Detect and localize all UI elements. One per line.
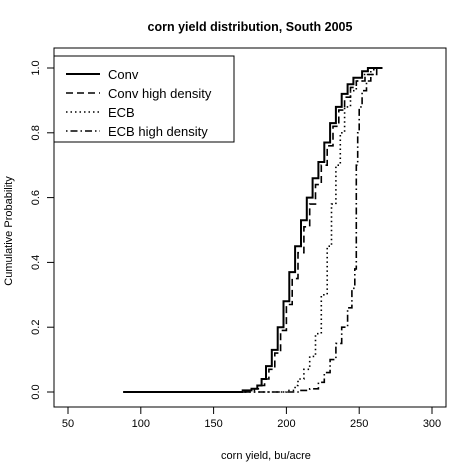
x-tick-label: 250 [350, 418, 368, 430]
legend-label: ECB high density [108, 124, 208, 139]
y-tick-label: 0.0 [30, 384, 42, 399]
legend-label: Conv [108, 67, 139, 82]
series-lines [123, 67, 383, 393]
y-axis-label: Cumulative Probability [3, 176, 15, 286]
series-line-ecb-high-density [123, 67, 383, 393]
y-tick-label: 0.4 [30, 255, 42, 270]
chart-title: corn yield distribution, South 2005 [148, 20, 353, 34]
y-tick-label: 0.2 [30, 320, 42, 335]
y-tick-label: 0.8 [30, 125, 42, 140]
x-tick-label: 50 [62, 418, 74, 430]
x-axis-label: corn yield, bu/acre [221, 450, 311, 462]
x-tick-label: 200 [277, 418, 295, 430]
legend-label: ECB [108, 105, 135, 120]
y-axis: 0.0 0.2 0.4 0.6 0.8 1.0 [30, 60, 54, 400]
series-line-ecb [123, 67, 383, 393]
y-tick-label: 0.6 [30, 190, 42, 205]
x-axis: 50 100 150 200 250 300 [62, 407, 441, 430]
x-tick-label: 300 [423, 418, 441, 430]
y-tick-label: 1.0 [30, 60, 42, 75]
legend: Conv Conv high density ECB ECB high density [53, 55, 235, 143]
plot-frame [53, 47, 447, 408]
series-line-conv-high-density [123, 67, 383, 393]
x-tick-label: 100 [132, 418, 150, 430]
legend-label: Conv high density [108, 86, 212, 101]
legend-box [53, 55, 235, 143]
x-tick-label: 150 [204, 418, 222, 430]
